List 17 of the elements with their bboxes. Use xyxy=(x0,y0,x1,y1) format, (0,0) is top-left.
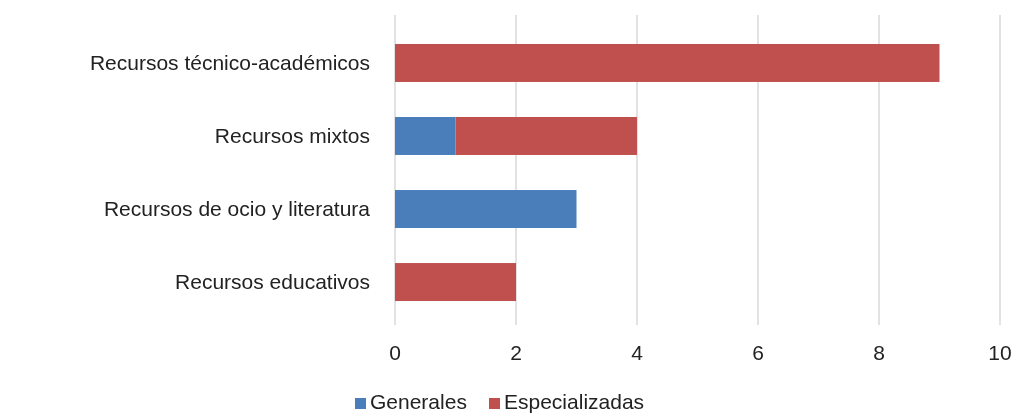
legend-label: Especializadas xyxy=(504,390,645,413)
bar xyxy=(395,263,516,302)
bar xyxy=(395,190,577,228)
bar xyxy=(395,43,940,82)
bar xyxy=(395,117,456,155)
x-tick-label: 6 xyxy=(752,341,764,364)
x-tick-label: 0 xyxy=(389,341,401,364)
y-tick-label: Recursos educativos xyxy=(175,270,370,294)
x-tick-label: 10 xyxy=(988,341,1012,364)
y-tick-label: Recursos de ocio y literatura xyxy=(103,197,371,221)
x-tick-label: 8 xyxy=(873,341,885,364)
x-tick-label: 2 xyxy=(510,341,522,364)
legend-label: Generales xyxy=(370,390,467,413)
y-tick-label: Recursos técnico-académicos xyxy=(89,51,370,75)
x-tick-label: 4 xyxy=(631,341,644,364)
y-tick-label: Recursos mixtos xyxy=(214,124,370,148)
bar xyxy=(455,117,637,155)
